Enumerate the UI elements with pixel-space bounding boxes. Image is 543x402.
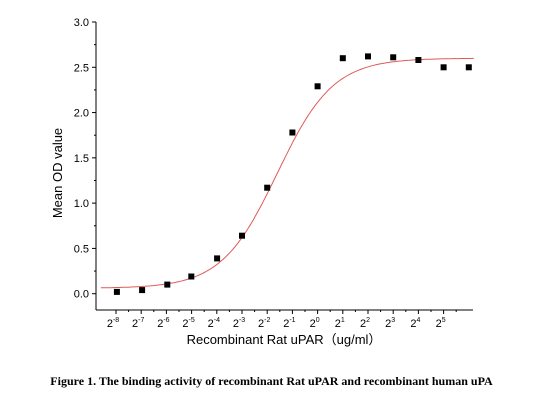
x-tick-label: 2-2 bbox=[258, 317, 270, 330]
x-tick-label: 2-6 bbox=[157, 317, 169, 330]
data-point bbox=[440, 64, 447, 71]
data-point bbox=[113, 288, 120, 295]
x-tick-label: 23 bbox=[385, 317, 395, 330]
x-tick-label: 20 bbox=[310, 317, 320, 330]
y-tick-label: 2.5 bbox=[74, 62, 89, 74]
data-point bbox=[314, 83, 321, 90]
data-point bbox=[289, 129, 296, 136]
x-tick-label: 24 bbox=[410, 317, 420, 330]
data-point bbox=[415, 57, 422, 63]
y-tick-label: 2.0 bbox=[74, 108, 89, 120]
data-point bbox=[390, 54, 397, 61]
x-tick-label: 21 bbox=[335, 317, 345, 330]
y-axis-title: Mean OD value bbox=[50, 128, 65, 218]
data-point bbox=[264, 184, 271, 191]
x-tick-label: 2-3 bbox=[233, 317, 245, 330]
data-point bbox=[465, 64, 472, 71]
x-tick-label: 2-7 bbox=[132, 317, 144, 330]
x-tick-label: 2-4 bbox=[208, 317, 220, 330]
y-tick-label: 0.0 bbox=[74, 289, 89, 301]
figure-caption: Figure 1. The binding activity of recomb… bbox=[50, 374, 493, 388]
x-axis-title: Recombinant Rat uPAR（ug/ml） bbox=[187, 332, 382, 347]
data-point bbox=[139, 287, 146, 294]
data-point bbox=[239, 232, 245, 239]
chart-axes bbox=[92, 21, 473, 314]
data-point bbox=[214, 255, 221, 262]
x-tick-label: 2-8 bbox=[107, 317, 119, 330]
y-tick-label: 1.0 bbox=[74, 198, 89, 210]
data-points bbox=[113, 53, 472, 295]
y-tick-label: 3.0 bbox=[74, 17, 89, 29]
binding-activity-chart: 0.0 0.5 1.0 1.5 2.0 2.5 3.0 2-8 2-7 2-6 2-5 2-4 2-3… bbox=[50, 17, 474, 347]
x-tick-label: 2-5 bbox=[182, 317, 194, 330]
y-tick-labels: 0.0 0.5 1.0 1.5 2.0 2.5 3.0 bbox=[74, 17, 89, 301]
data-point bbox=[188, 273, 195, 280]
x-tick-label: 25 bbox=[436, 317, 446, 330]
data-point bbox=[164, 281, 171, 288]
y-tick-label: 0.5 bbox=[74, 243, 89, 255]
y-tick-label: 1.5 bbox=[74, 153, 89, 165]
data-point bbox=[339, 55, 346, 62]
data-point bbox=[365, 53, 371, 60]
x-tick-labels: 2-8 2-7 2-6 2-5 2-4 2-3 2-2 2-1 20 21 22 23 24 25 bbox=[107, 317, 446, 330]
fit-curve bbox=[100, 57, 474, 289]
x-tick-label: 22 bbox=[360, 317, 370, 330]
x-tick-label: 2-1 bbox=[283, 317, 295, 330]
